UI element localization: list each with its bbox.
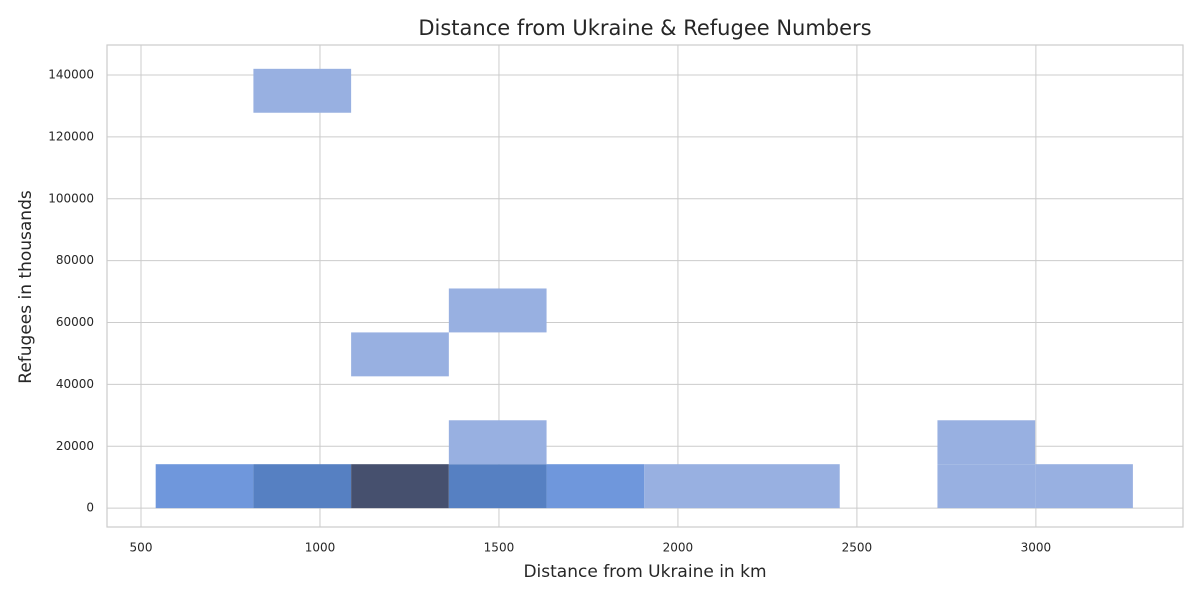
cell <box>253 464 352 509</box>
x-tick-label: 1000 <box>305 541 336 555</box>
x-axis-label: Distance from Ukraine in km <box>523 562 766 582</box>
cells <box>155 68 1133 509</box>
cell <box>644 464 743 509</box>
y-axis-label: Refugees in thousands <box>16 190 36 384</box>
cell <box>937 420 1036 465</box>
x-tick-label: 2500 <box>842 541 873 555</box>
x-tick-label: 2000 <box>663 541 694 555</box>
cell <box>448 288 547 333</box>
y-tick-label: 40000 <box>56 377 94 391</box>
y-tick-label: 0 <box>86 501 94 515</box>
cell <box>448 464 547 509</box>
cell <box>351 464 449 509</box>
cell <box>742 464 840 509</box>
y-tick-label: 60000 <box>56 315 94 329</box>
cell <box>1035 464 1133 509</box>
cell <box>448 420 547 465</box>
y-tick-label: 140000 <box>48 68 94 82</box>
x-tick-label: 3000 <box>1021 541 1052 555</box>
x-tick-label: 1500 <box>484 541 515 555</box>
y-tick-label: 80000 <box>56 253 94 267</box>
y-tick-label: 100000 <box>48 191 94 205</box>
plot-frame <box>106 44 1184 528</box>
cell <box>937 464 1036 509</box>
chart-title: Distance from Ukraine & Refugee Numbers <box>418 16 871 40</box>
grid <box>107 45 1183 527</box>
x-tick-label: 500 <box>130 541 153 555</box>
cell <box>546 464 645 509</box>
cell <box>351 332 449 377</box>
cell <box>155 464 254 509</box>
y-tick-label: 20000 <box>56 439 94 453</box>
y-tick-label: 120000 <box>48 129 94 143</box>
cell <box>253 68 352 113</box>
